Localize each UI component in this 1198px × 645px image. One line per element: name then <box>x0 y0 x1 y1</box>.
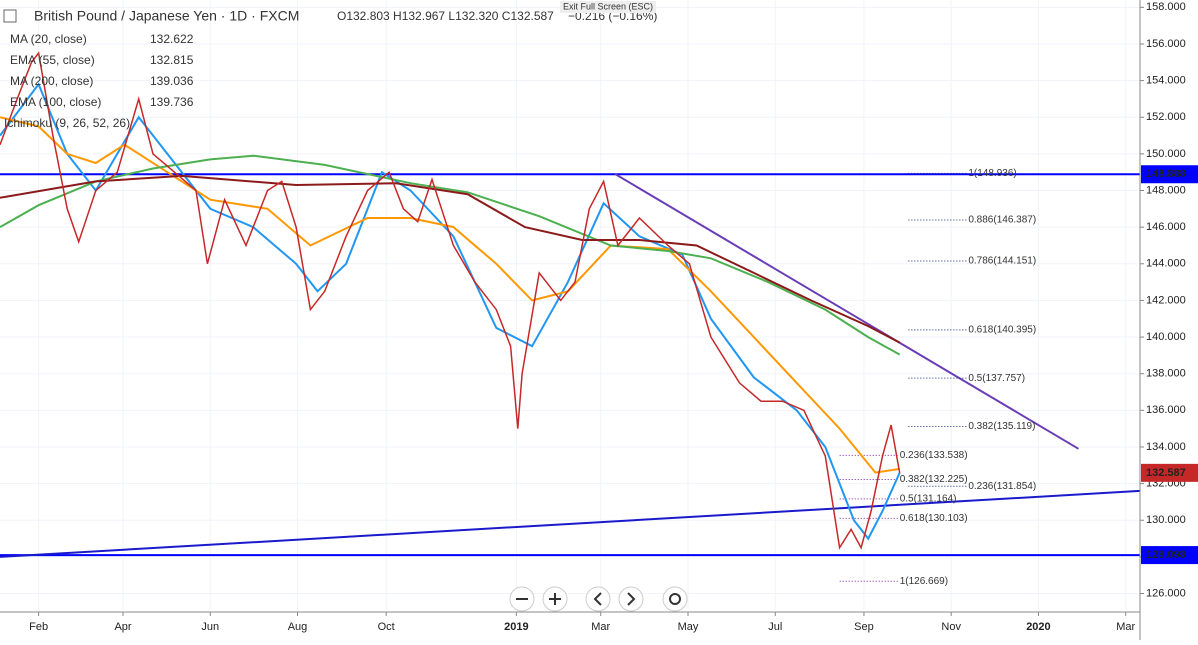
legend-value: 139.736 <box>150 95 194 109</box>
y-tick-label: 138.000 <box>1146 368 1186 380</box>
legend-value: 132.815 <box>150 53 194 67</box>
fib-label: 1(126.669) <box>900 576 948 587</box>
icon <box>549 593 561 605</box>
fib-label: 0.382(132.225) <box>900 474 968 485</box>
ohlc: O132.803 H132.967 L132.320 C132.587 <box>337 9 554 23</box>
nav-buttons[interactable] <box>509 586 688 612</box>
level-tag <box>1141 165 1198 184</box>
x-tick-label: Jun <box>201 621 219 633</box>
legend-name: EMA (55, close) <box>10 53 95 67</box>
y-tick-label: 142.000 <box>1146 294 1186 306</box>
scroll-left[interactable] <box>585 586 611 612</box>
fib-label: 0.5(131.164) <box>900 494 957 505</box>
x-tick-label: 2020 <box>1026 621 1050 633</box>
fib-label: 1(148.936) <box>968 168 1016 179</box>
y-tick-label: 152.000 <box>1146 111 1186 123</box>
fib-label: 0.236(131.854) <box>968 481 1036 492</box>
reset[interactable] <box>662 586 688 612</box>
axes: 126.000128.000130.000132.000134.000136.0… <box>29 1 1198 633</box>
scroll-right[interactable] <box>618 586 644 612</box>
last-price-tag <box>1141 463 1198 482</box>
icon <box>669 593 681 605</box>
fib-label: 0.5(137.757) <box>968 373 1025 384</box>
auto-scale[interactable] <box>1160 616 1186 636</box>
y-tick-label: 156.000 <box>1146 38 1186 50</box>
x-tick-label: Mar <box>1116 621 1135 633</box>
plot-area: 1(148.936) 0.886(146.387) 0.786(144.151) 0.… <box>0 0 1141 610</box>
price-line <box>0 51 901 550</box>
y-tick-label: 146.000 <box>1146 221 1186 233</box>
y-tick-label: 150.000 <box>1146 148 1186 160</box>
y-tick-label: 130.000 <box>1146 514 1186 526</box>
exit-hint-box[interactable] <box>560 1 656 13</box>
ichimoku-label: Ichimoku (9, 26, 52, 26) <box>4 116 130 130</box>
x-tick-label: Nov <box>941 621 961 633</box>
fib-label: 0.618(140.395) <box>968 324 1036 335</box>
icon <box>593 592 602 606</box>
y-tick-label: 126.000 <box>1146 587 1186 599</box>
y-tick-label: 144.000 <box>1146 258 1186 270</box>
x-tick-label: May <box>678 621 699 633</box>
fib-label: 0.886(146.387) <box>968 215 1036 226</box>
indicator-line <box>0 116 900 474</box>
exit-hint[interactable]: Exit Full Screen (ESC) <box>563 1 653 11</box>
legend: MA (20, close) 132.622 EMA (55, close) 132.… <box>10 32 194 109</box>
fib-label: 0.382(135.119) <box>968 421 1035 432</box>
icon <box>627 592 636 606</box>
x-tick-label: 2019 <box>504 621 528 633</box>
x-tick-label: Aug <box>288 621 308 633</box>
trendline <box>0 489 1141 558</box>
indicator-line <box>0 154 901 356</box>
x-tick-label: Oct <box>378 621 395 633</box>
collapse-icon[interactable] <box>3 9 17 23</box>
chart-title: British Pound / Japanese Yen · 1D · FXCM <box>34 8 299 24</box>
level-tag <box>1141 546 1198 565</box>
y-tick-label: 140.000 <box>1146 331 1186 343</box>
legend-value: 139.036 <box>150 74 194 88</box>
legend-value: 132.622 <box>150 32 194 46</box>
last-price-label: 132.587 <box>1146 467 1186 479</box>
y-tick-label: 148.000 <box>1146 184 1186 196</box>
trendline <box>614 173 1080 450</box>
legend-name: EMA (100, close) <box>10 95 101 109</box>
x-tick-label: Jul <box>768 621 782 633</box>
y-tick-label: 158.000 <box>1146 1 1186 13</box>
legend-name: MA (20, close) <box>10 32 87 46</box>
y-tick-label: 154.000 <box>1146 75 1186 87</box>
indicator-line <box>0 174 901 344</box>
x-tick-label: Sep <box>854 621 874 633</box>
y-tick-label: 134.000 <box>1146 441 1186 453</box>
x-tick-label: Mar <box>591 621 610 633</box>
fib-label: 0.618(130.103) <box>900 513 968 524</box>
fib-label: 0.786(144.151) <box>968 256 1036 267</box>
y-tick-label: 136.000 <box>1146 404 1186 416</box>
level-tag-label: 148.888 <box>1146 168 1186 180</box>
x-tick-label: Apr <box>114 621 131 633</box>
x-tick-label: Feb <box>29 621 48 633</box>
legend-name: MA (200, close) <box>10 74 93 88</box>
level-tag-label: 128.098 <box>1146 549 1186 561</box>
fib-label: 0.236(133.538) <box>900 450 968 461</box>
